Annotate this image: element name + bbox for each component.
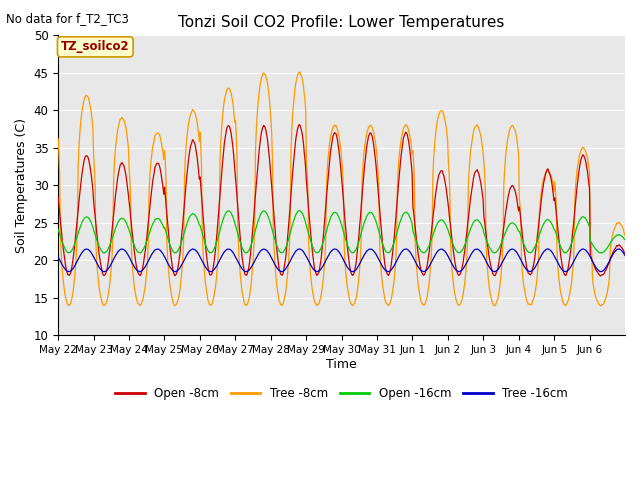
X-axis label: Time: Time xyxy=(326,358,357,371)
Y-axis label: Soil Temperatures (C): Soil Temperatures (C) xyxy=(15,118,28,253)
Text: TZ_soilco2: TZ_soilco2 xyxy=(61,40,130,53)
Title: Tonzi Soil CO2 Profile: Lower Temperatures: Tonzi Soil CO2 Profile: Lower Temperatur… xyxy=(179,15,505,30)
Text: No data for f_T2_TC3: No data for f_T2_TC3 xyxy=(6,12,129,25)
Legend: Open -8cm, Tree -8cm, Open -16cm, Tree -16cm: Open -8cm, Tree -8cm, Open -16cm, Tree -… xyxy=(111,382,573,404)
